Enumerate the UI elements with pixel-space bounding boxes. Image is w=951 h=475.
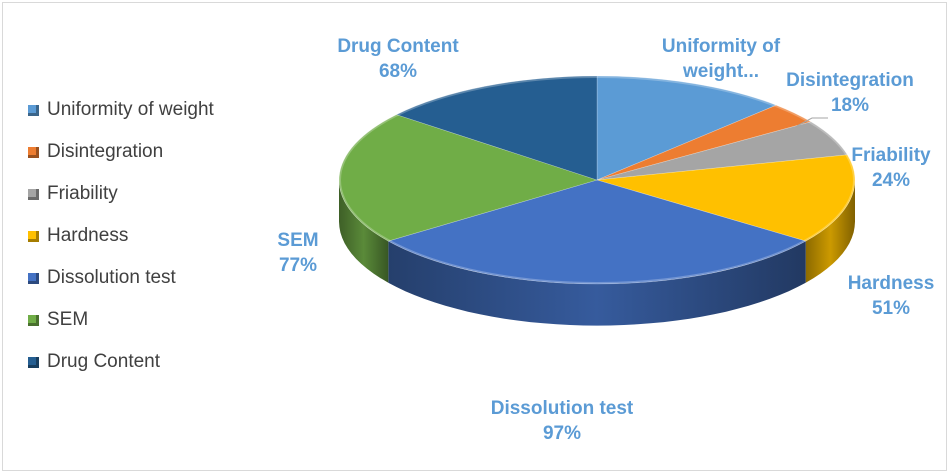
legend-label: Friability: [47, 183, 118, 204]
data-label-name: Disintegration: [786, 70, 914, 91]
leader-line: [796, 117, 828, 127]
data-label: Disintegration 18%: [786, 70, 914, 116]
data-label-value: 97%: [543, 423, 581, 444]
legend-label: SEM: [47, 309, 89, 330]
data-label-name: Hardness: [848, 273, 935, 294]
data-label-value: 18%: [831, 95, 869, 116]
data-label: Hardness 51%: [848, 273, 935, 319]
pie-slice: [395, 75, 598, 181]
legend-swatch: [28, 315, 39, 326]
pie-slice: [596, 104, 812, 181]
legend-label: Disintegration: [47, 141, 164, 162]
pie-slice-side: [339, 180, 389, 283]
pie-slice: [338, 114, 599, 242]
data-label-name: Dissolution test: [491, 398, 634, 419]
data-label: Dissolution test 97%: [491, 398, 634, 444]
data-label-value: 51%: [872, 298, 910, 319]
legend-swatch: [28, 105, 39, 116]
data-label-name: Friability: [851, 145, 931, 166]
pie-slice-side: [388, 241, 806, 326]
legend-label: Hardness: [47, 225, 129, 246]
data-label-value: 68%: [379, 61, 417, 82]
data-label: Friability 24%: [851, 145, 931, 191]
data-label-name: weight...: [682, 61, 759, 82]
legend-swatch: [28, 189, 39, 200]
legend-swatch: [28, 273, 39, 284]
pie-rim: [339, 76, 855, 284]
data-label-value: 77%: [279, 255, 317, 276]
legend-swatch: [28, 231, 39, 242]
data-label-name: Uniformity of: [662, 36, 781, 57]
pie-slice-side: [805, 180, 855, 283]
data-label: SEM 77%: [277, 230, 318, 276]
legend-label: Uniformity of weight: [47, 99, 214, 120]
data-label-value: 24%: [872, 170, 910, 191]
legend-label: Dissolution test: [47, 267, 176, 288]
legend-swatch: [28, 357, 39, 368]
data-label: Uniformity of weight...: [662, 36, 781, 82]
pie-slice: [596, 121, 848, 181]
data-label-name: SEM: [277, 230, 318, 251]
legend-label: Drug Content: [47, 351, 161, 372]
legend-swatch: [28, 147, 39, 158]
pie-slice: [596, 75, 778, 181]
pie-slice: [387, 179, 807, 285]
data-label-name: Drug Content: [337, 36, 459, 57]
data-label: Drug Content 68%: [337, 36, 459, 82]
pie-slice: [596, 154, 856, 242]
